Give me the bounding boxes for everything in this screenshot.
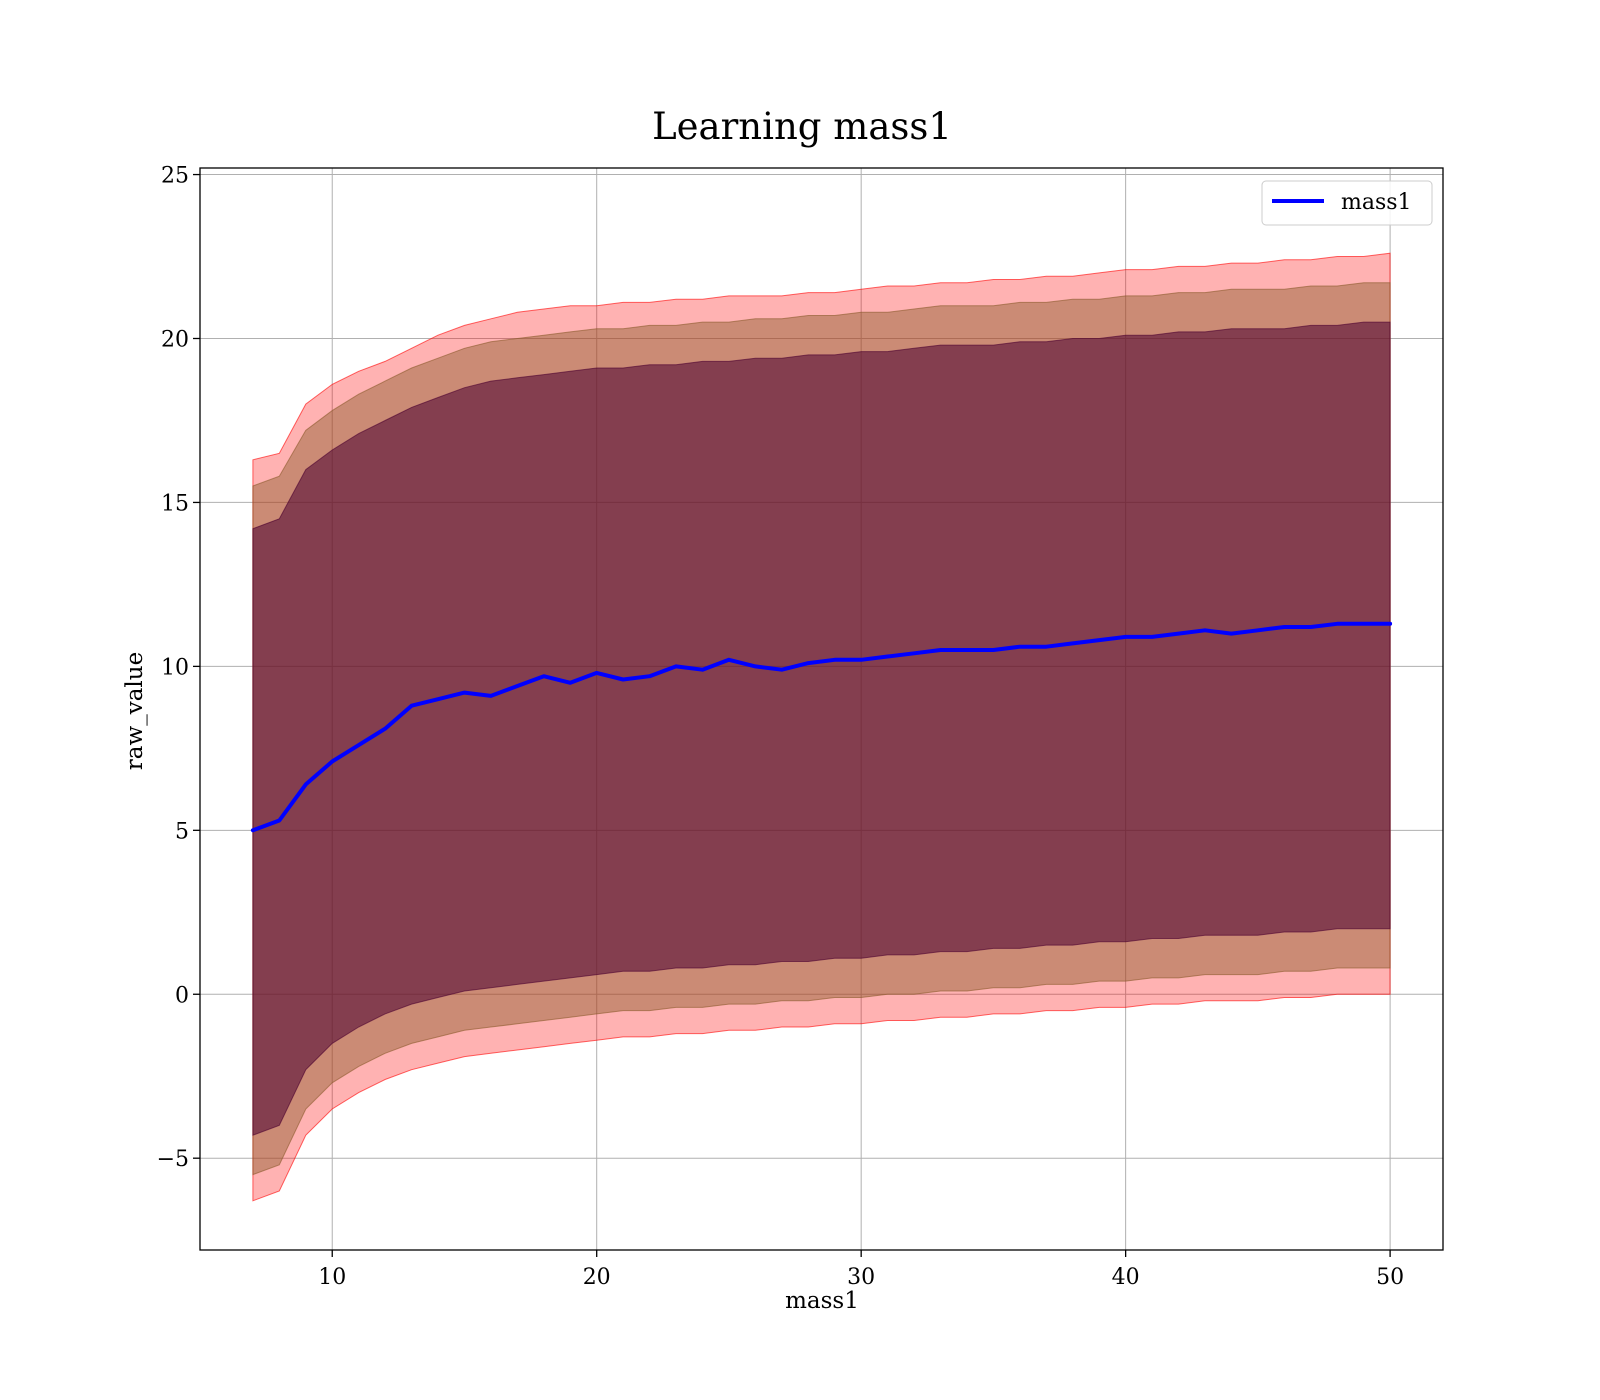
y-tick-label: −5 <box>157 1147 189 1172</box>
series-lines <box>250 621 1393 833</box>
x-tick-label: 50 <box>1376 1265 1404 1290</box>
confidence-bands <box>252 252 1391 1202</box>
y-tick-label: 20 <box>161 327 189 352</box>
plot-frame <box>199 167 1444 1251</box>
y-tick-label: 25 <box>161 164 189 189</box>
x-tick-label: 10 <box>318 1265 346 1290</box>
y-axis-label: raw_value <box>122 652 148 770</box>
x-tick-label: 40 <box>1112 1265 1140 1290</box>
x-tick-label: 20 <box>583 1265 611 1290</box>
x-axis-label: mass1 <box>785 1288 859 1314</box>
y-tick-label: 15 <box>161 491 189 516</box>
chart-title: Learning mass1 <box>652 105 952 148</box>
series-line-mass1 <box>250 621 1393 833</box>
band-inner <box>252 321 1391 1136</box>
x-axis-ticks: 10 20 30 40 50 <box>318 1250 1404 1290</box>
y-tick-label: 0 <box>175 983 189 1008</box>
y-axis-ticks: −5 0 5 10 15 20 25 <box>157 164 200 1172</box>
legend-label: mass1 <box>1341 190 1412 215</box>
y-tick-label: 10 <box>161 655 189 680</box>
x-tick-label: 30 <box>847 1265 875 1290</box>
legend: mass1 <box>1261 180 1433 226</box>
y-tick-label: 5 <box>175 819 189 844</box>
legend-box <box>1261 180 1433 226</box>
